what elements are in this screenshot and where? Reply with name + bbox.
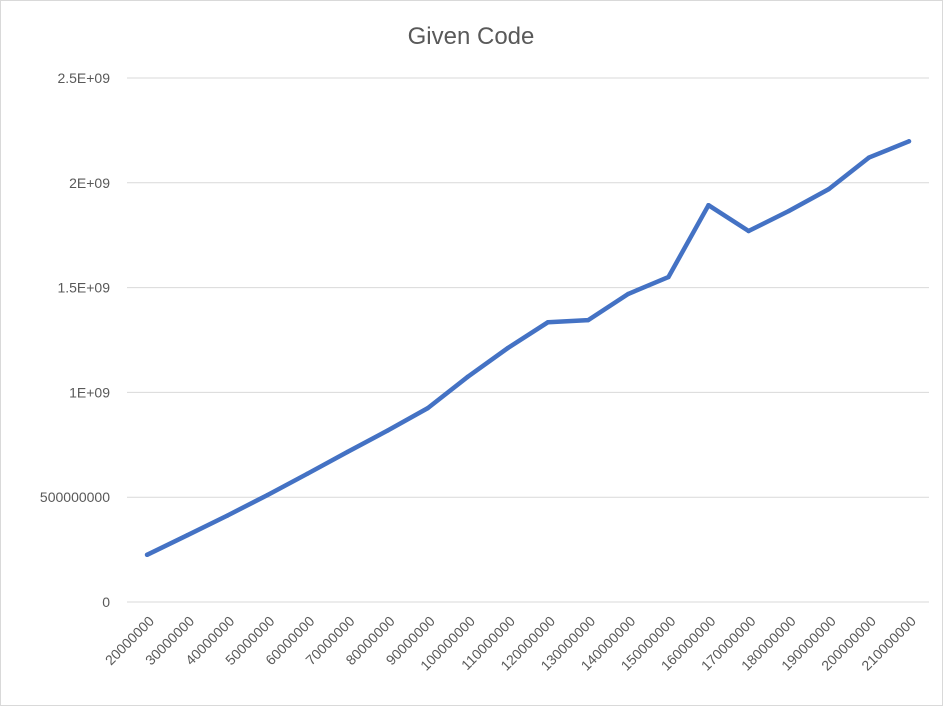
y-axis-tick-labels: 0 500000000 1E+09 1.5E+09 2E+09 2.5E+09	[40, 70, 110, 610]
chart-title: Given Code	[408, 23, 535, 50]
data-point	[184, 533, 190, 538]
y-tick-label: 0	[102, 594, 110, 610]
data-point	[425, 405, 430, 411]
y-tick-label: 2.5E+09	[57, 70, 110, 86]
data-point	[826, 186, 831, 192]
y-tick-label: 2E+09	[69, 175, 110, 191]
data-point	[585, 317, 591, 323]
data-point	[465, 374, 471, 379]
data-point	[505, 345, 511, 351]
data-point	[225, 513, 230, 518]
data-point	[906, 139, 912, 144]
y-tick-label: 1.5E+09	[57, 280, 110, 296]
series-line	[144, 139, 912, 558]
data-point	[626, 291, 631, 297]
y-tick-label: 500000000	[40, 489, 110, 505]
data-point	[265, 492, 270, 498]
data-point	[385, 428, 390, 433]
x-axis-tick-labels: 2000000030000000400000005000000060000000…	[102, 613, 919, 674]
data-point	[545, 319, 551, 325]
data-point	[706, 203, 711, 208]
data-point	[786, 208, 791, 214]
y-tick-label: 1E+09	[69, 384, 110, 400]
data-point	[866, 155, 872, 160]
data-point	[144, 552, 150, 558]
data-point	[305, 471, 310, 476]
data-point	[666, 274, 671, 280]
grid-lines	[127, 77, 929, 603]
series-group	[144, 139, 912, 558]
data-point	[746, 228, 751, 234]
data-point	[345, 449, 350, 455]
